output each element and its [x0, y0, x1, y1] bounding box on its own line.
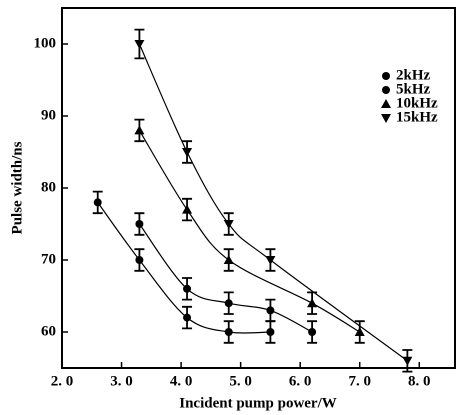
legend-marker	[382, 86, 390, 94]
y-tick-label: 80	[41, 179, 56, 195]
legend-marker	[381, 114, 391, 123]
fit-curve	[138, 223, 313, 333]
fit-curve	[138, 43, 408, 362]
x-tick-label: 5. 0	[229, 373, 252, 389]
plot-frame	[61, 7, 456, 369]
y-tick-label: 100	[34, 35, 57, 51]
data-point	[223, 220, 234, 229]
fit-curve	[97, 202, 271, 334]
x-tick-label: 6. 0	[289, 373, 312, 389]
y-tick-label: 70	[41, 251, 56, 267]
data-point	[307, 298, 318, 308]
data-point	[308, 328, 317, 336]
legend-label: 5kHz	[396, 81, 431, 97]
data-point	[402, 356, 413, 366]
y-tick-label: 90	[41, 107, 56, 123]
x-tick-label: 3. 0	[110, 373, 133, 389]
legend-marker	[382, 72, 390, 80]
x-tick-label: 4. 0	[170, 373, 193, 389]
legend-label: 2kHz	[396, 67, 431, 83]
data-point	[134, 125, 145, 135]
data-point	[354, 327, 365, 336]
data-point	[265, 256, 276, 265]
data-point	[183, 284, 192, 293]
data-point	[224, 328, 233, 336]
data-point	[266, 306, 275, 315]
legend-label: 15kHz	[396, 109, 438, 125]
data-point	[182, 204, 193, 214]
x-tick-label: 8. 0	[408, 373, 431, 389]
data-point	[182, 148, 193, 157]
x-tick-label: 2. 0	[51, 373, 74, 389]
data-point	[135, 256, 144, 264]
data-point	[223, 255, 234, 264]
data-point	[183, 313, 192, 322]
data-point	[224, 299, 233, 308]
data-point	[93, 198, 102, 207]
data-point	[266, 328, 275, 336]
x-tick-label: 7. 0	[348, 373, 371, 389]
y-axis-label: Pulse width/ns	[9, 141, 25, 234]
legend-label: 10kHz	[396, 95, 438, 111]
data-point	[134, 40, 145, 49]
y-tick-label: 60	[41, 323, 56, 339]
data-point	[135, 220, 144, 228]
legend-marker	[381, 99, 391, 108]
x-axis-label: Incident pump power/W	[179, 395, 337, 411]
